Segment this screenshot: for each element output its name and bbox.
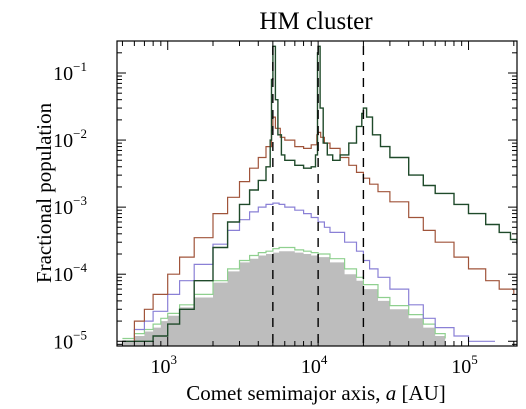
y-tick-label: 10−2 [53,126,87,152]
chart-title: HM cluster [259,8,373,35]
y-tick-label: 10−1 [53,59,87,85]
ticks [117,41,517,346]
y-tick-label: 10−3 [53,193,87,219]
y-tick-label-base: 10 [53,331,73,353]
x-tick-label-exp: 4 [321,352,328,367]
y-tick-label-exp: −2 [73,126,87,141]
x-tick-label-base: 10 [451,356,471,378]
plot-area [122,45,517,346]
x-tick-label: 104 [301,352,328,378]
y-tick-label-base: 10 [53,264,73,286]
series-gray-fill [122,251,446,346]
x-axis-label-text: Comet semimajor axis, [186,381,385,405]
y-tick-label-base: 10 [53,130,73,152]
y-tick-label-base: 10 [53,197,73,219]
x-tick-label-exp: 3 [170,352,177,367]
x-axis-label-unit: [AU] [396,381,446,405]
series-brown-line [122,116,515,342]
y-tick-label: 10−4 [53,260,87,286]
y-tick-label-exp: −1 [73,59,87,74]
x-tick-label: 105 [451,352,478,378]
x-tick-label-base: 10 [150,356,170,378]
y-tick-label: 10−5 [53,327,87,353]
y-tick-label-exp: −5 [73,327,87,342]
series-purple-line [122,202,495,342]
x-tick-label: 103 [150,352,177,378]
x-axis-label-var: a [386,381,397,405]
y-tick-label-exp: −4 [73,260,87,275]
x-axis-label: Comet semimajor axis, a [AU] [186,381,446,405]
y-tick-label-base: 10 [53,63,73,85]
plot-frame [116,40,518,347]
y-tick-label-exp: −3 [73,193,87,208]
x-tick-label-base: 10 [301,356,321,378]
series-light_green-line [122,246,446,340]
x-tick-label-exp: 5 [471,352,478,367]
y-axis-label: Fractional population [32,102,56,283]
reference-lines [272,46,365,346]
